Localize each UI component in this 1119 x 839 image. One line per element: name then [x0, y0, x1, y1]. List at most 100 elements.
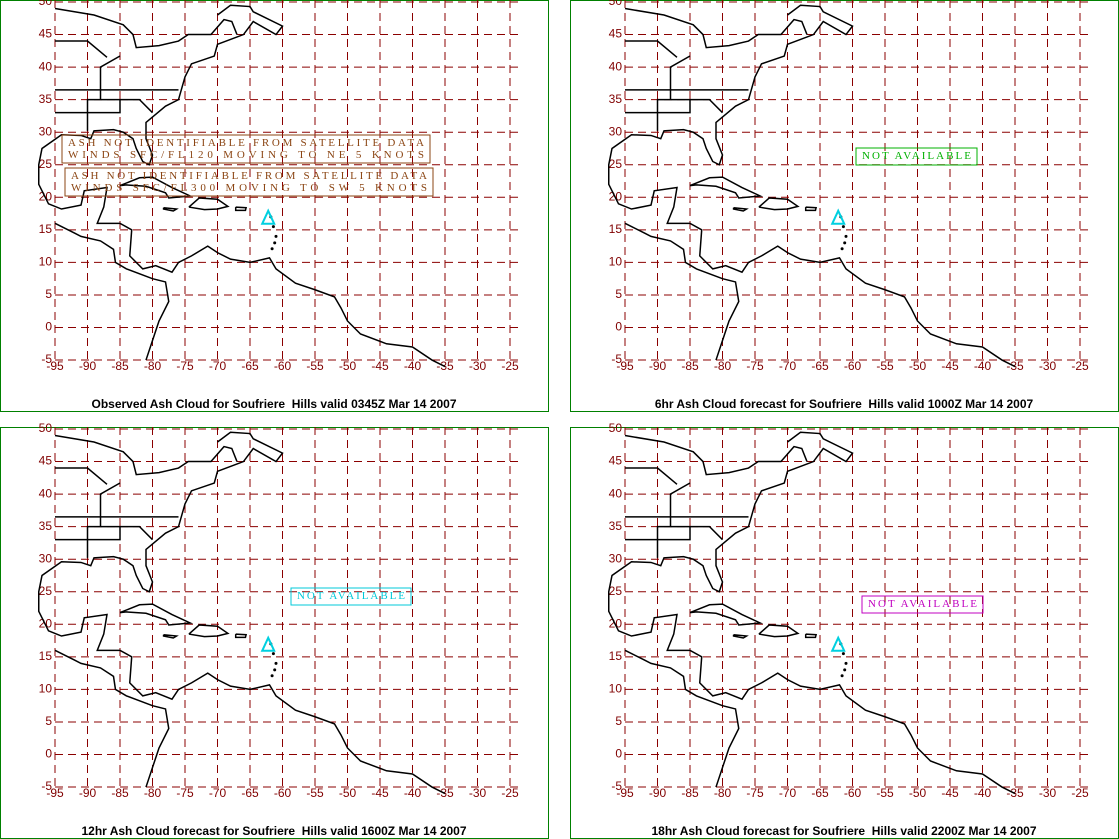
island	[843, 668, 847, 672]
lon-label: -30	[1039, 786, 1057, 800]
lat-label: 30	[609, 124, 623, 138]
lon-label: -95	[616, 786, 634, 800]
lon-label: -55	[306, 786, 324, 800]
lon-label: -85	[681, 786, 699, 800]
coastline	[669, 55, 691, 100]
coastline	[608, 431, 1016, 795]
lon-label: -60	[274, 786, 292, 800]
coastline	[119, 603, 194, 626]
coastline	[624, 434, 808, 476]
lon-label: -30	[469, 359, 487, 373]
lat-label: 40	[39, 59, 53, 73]
coastline	[758, 624, 800, 638]
coastline	[54, 222, 170, 361]
coastline	[234, 206, 248, 212]
coastline	[55, 99, 121, 114]
lon-label: -65	[811, 786, 829, 800]
coastline	[55, 467, 108, 485]
lon-label: -50	[339, 359, 357, 373]
lon-label: -70	[209, 359, 227, 373]
lon-label: -25	[1071, 786, 1089, 800]
lat-label: 50	[39, 421, 53, 435]
note-text: NOT AVAILABLE	[868, 598, 977, 610]
lon-label: -40	[974, 786, 992, 800]
lat-label: 0	[615, 320, 622, 334]
lat-label: 10	[609, 255, 623, 269]
lat-label: 30	[609, 551, 623, 565]
lon-label: -80	[714, 359, 732, 373]
lon-label: -50	[909, 786, 927, 800]
note-box	[61, 134, 431, 164]
lon-label: -40	[404, 359, 422, 373]
panel-caption: 6hr Ash Cloud forecast for Soufriere Hil…	[655, 397, 1034, 411]
coastline	[689, 603, 764, 626]
lat-label: 25	[609, 584, 623, 598]
lon-label: -65	[241, 786, 259, 800]
lon-label: -90	[649, 359, 667, 373]
coastline	[656, 98, 724, 131]
lon-label: -45	[371, 786, 389, 800]
lon-label: -30	[1039, 359, 1057, 373]
lat-label: 15	[609, 649, 623, 663]
lon-label: -45	[941, 786, 959, 800]
lon-label: -75	[746, 786, 764, 800]
coastline	[54, 649, 170, 788]
panel-border	[570, 427, 1119, 839]
lat-label: -5	[41, 779, 52, 793]
island	[840, 674, 844, 678]
coastline	[55, 40, 108, 58]
coastline	[86, 525, 154, 558]
coastline	[624, 222, 740, 361]
coastline	[758, 197, 800, 211]
lon-label: -50	[909, 359, 927, 373]
lat-label: 50	[39, 0, 53, 8]
lat-label: 25	[39, 157, 53, 171]
lon-label: -60	[844, 786, 862, 800]
lat-label: 5	[45, 714, 52, 728]
lat-label: 40	[39, 486, 53, 500]
coastline	[99, 482, 121, 527]
island	[274, 234, 278, 238]
lat-label: 25	[609, 157, 623, 171]
coastline	[86, 98, 154, 131]
lat-label: 45	[609, 27, 623, 41]
lon-label: -95	[46, 786, 64, 800]
island	[840, 247, 844, 251]
lat-label: 0	[615, 747, 622, 761]
coastline	[54, 7, 238, 49]
island	[841, 652, 845, 656]
coastline	[625, 40, 678, 58]
coastline	[625, 526, 691, 541]
lon-label: -80	[144, 786, 162, 800]
volcano-marker	[830, 208, 846, 225]
coastline	[804, 206, 818, 212]
island	[274, 661, 278, 665]
note-text: NOT AVAILABLE	[297, 590, 405, 602]
panel-caption: 18hr Ash Cloud forecast for Soufriere Hi…	[651, 824, 1036, 838]
lon-label: -70	[209, 786, 227, 800]
coastline	[732, 633, 749, 639]
note-box	[64, 167, 434, 197]
coastline	[99, 55, 121, 100]
lon-label: -85	[111, 786, 129, 800]
panel-caption: 12hr Ash Cloud forecast for Soufriere Hi…	[81, 824, 466, 838]
coastline	[234, 633, 248, 639]
lon-label: -80	[714, 786, 732, 800]
lat-label: 15	[39, 649, 53, 663]
lat-label: 5	[615, 714, 622, 728]
panel-border	[0, 0, 549, 412]
lat-label: 40	[609, 59, 623, 73]
note-box	[861, 595, 984, 614]
lat-label: 35	[39, 92, 53, 106]
island	[271, 652, 275, 656]
lon-label: -55	[876, 359, 894, 373]
lon-label: -55	[306, 359, 324, 373]
lat-label: 10	[609, 682, 623, 696]
lat-label: 0	[45, 747, 52, 761]
lon-label: -55	[876, 786, 894, 800]
lat-label: 30	[39, 124, 53, 138]
